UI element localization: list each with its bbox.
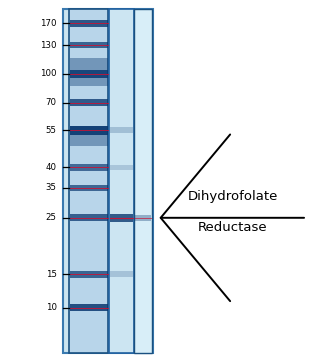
Bar xyxy=(70,164,108,171)
Text: 130: 130 xyxy=(40,41,57,50)
Bar xyxy=(70,20,108,27)
Bar xyxy=(70,126,108,135)
FancyArrowPatch shape xyxy=(161,135,304,301)
Text: 55: 55 xyxy=(46,126,57,135)
Bar xyxy=(110,127,133,133)
Text: 35: 35 xyxy=(46,184,57,193)
Bar xyxy=(109,9,134,353)
Text: 100: 100 xyxy=(40,69,57,78)
Bar xyxy=(70,214,108,221)
Bar xyxy=(134,9,152,353)
Bar xyxy=(70,185,108,191)
Bar xyxy=(70,271,108,278)
Bar xyxy=(70,126,108,146)
Text: 40: 40 xyxy=(46,163,57,172)
Bar xyxy=(110,214,133,222)
Text: 170: 170 xyxy=(40,19,57,28)
Text: Reductase: Reductase xyxy=(198,221,267,234)
Bar xyxy=(70,99,108,106)
Text: 10: 10 xyxy=(46,303,57,312)
Bar xyxy=(63,9,153,353)
Bar xyxy=(70,42,108,48)
Bar xyxy=(110,165,133,170)
Text: 70: 70 xyxy=(46,98,57,107)
Text: Dihydrofolate: Dihydrofolate xyxy=(187,190,278,203)
Bar xyxy=(135,215,151,221)
Bar xyxy=(70,304,108,311)
Bar xyxy=(110,271,133,277)
Text: 25: 25 xyxy=(46,213,57,222)
Bar xyxy=(70,58,108,86)
Bar xyxy=(70,70,108,78)
Text: 15: 15 xyxy=(46,270,57,279)
Bar xyxy=(69,9,108,353)
